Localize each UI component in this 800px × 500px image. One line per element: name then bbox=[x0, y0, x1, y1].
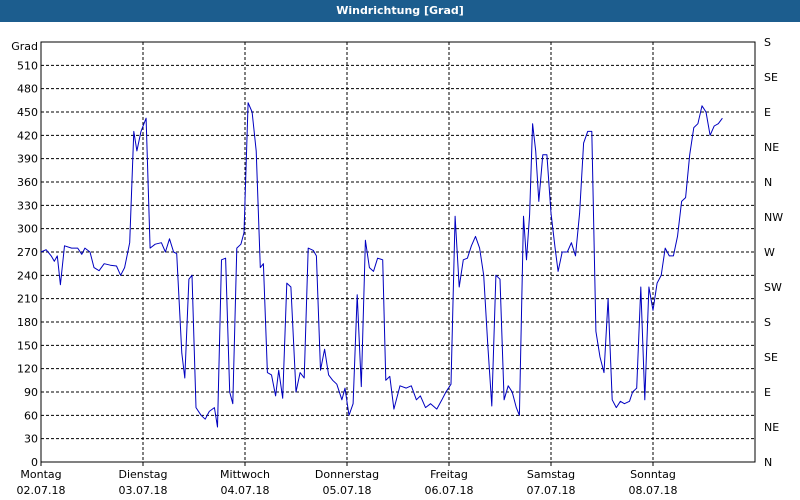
y-tick-label: 330 bbox=[17, 199, 38, 212]
x-tick-day: Mittwoch bbox=[220, 468, 270, 481]
right-tick-label: NW bbox=[764, 211, 783, 224]
right-tick-label: N bbox=[764, 456, 772, 469]
chart-title: Windrichtung [Grad] bbox=[0, 0, 800, 22]
y-tick-label: 270 bbox=[17, 246, 38, 259]
y-tick-label: 240 bbox=[17, 269, 38, 282]
x-tick-day: Donnerstag bbox=[315, 468, 379, 481]
y-tick-label: 480 bbox=[17, 83, 38, 96]
right-tick-label: N bbox=[764, 176, 772, 189]
x-tick-date: 06.07.18 bbox=[425, 484, 474, 497]
series-line bbox=[40, 102, 723, 428]
x-tick-day: Dienstag bbox=[118, 468, 167, 481]
right-tick-label: W bbox=[764, 246, 775, 259]
x-tick-day: Sonntag bbox=[630, 468, 676, 481]
y-axis-label: Grad bbox=[11, 40, 38, 53]
right-tick-label: SE bbox=[764, 351, 778, 364]
y-tick-label: 510 bbox=[17, 59, 38, 72]
right-tick-label: SE bbox=[764, 71, 778, 84]
y-tick-label: 150 bbox=[17, 339, 38, 352]
right-tick-label: E bbox=[764, 386, 771, 399]
y-tick-label: 0 bbox=[31, 456, 38, 469]
x-tick-day: Montag bbox=[20, 468, 61, 481]
x-tick-date: 08.07.18 bbox=[629, 484, 678, 497]
y-tick-label: 30 bbox=[24, 433, 38, 446]
y-tick-label: 60 bbox=[24, 409, 38, 422]
y-tick-label: 360 bbox=[17, 176, 38, 189]
x-tick-date: 02.07.18 bbox=[17, 484, 66, 497]
y-tick-label: 450 bbox=[17, 106, 38, 119]
x-tick-day: Freitag bbox=[430, 468, 468, 481]
y-tick-label: 390 bbox=[17, 153, 38, 166]
y-tick-label: 420 bbox=[17, 129, 38, 142]
y-tick-label: 90 bbox=[24, 386, 38, 399]
y-tick-label: 300 bbox=[17, 223, 38, 236]
x-tick-date: 04.07.18 bbox=[221, 484, 270, 497]
x-tick-date: 07.07.18 bbox=[527, 484, 576, 497]
y-tick-label: 210 bbox=[17, 293, 38, 306]
right-tick-label: E bbox=[764, 106, 771, 119]
right-tick-label: SW bbox=[764, 281, 782, 294]
x-tick-date: 03.07.18 bbox=[119, 484, 168, 497]
x-tick-day: Samstag bbox=[527, 468, 575, 481]
y-tick-label: 180 bbox=[17, 316, 38, 329]
right-tick-label: S bbox=[764, 316, 771, 329]
x-tick-date: 05.07.18 bbox=[323, 484, 372, 497]
right-tick-label: NE bbox=[764, 141, 779, 154]
y-tick-label: 120 bbox=[17, 363, 38, 376]
right-tick-label: NE bbox=[764, 421, 779, 434]
right-tick-label: S bbox=[764, 36, 771, 49]
